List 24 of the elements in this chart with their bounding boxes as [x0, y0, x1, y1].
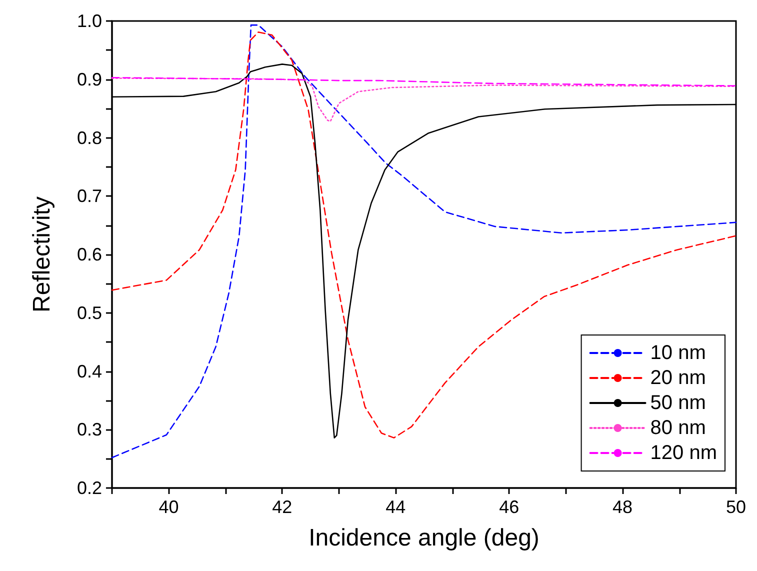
legend-label: 120 nm	[650, 442, 718, 464]
legend-label: 50 nm	[650, 392, 706, 414]
x-tick-label: 50	[726, 497, 746, 517]
y-tick-label: 0.2	[76, 478, 102, 498]
y-tick-label: 0.9	[76, 69, 102, 90]
y-tick-label: 0.6	[76, 244, 102, 264]
x-axis-title: Incidence angle (deg)	[308, 524, 540, 552]
y-tick-label: 0.5	[76, 302, 102, 323]
legend-label: 20 nm	[650, 367, 706, 389]
x-tick-label: 42	[272, 497, 292, 517]
legend-label: 80 nm	[650, 417, 706, 439]
y-tick-label: 0.8	[76, 128, 102, 148]
y-tick-label: 0.7	[76, 186, 102, 206]
line-series	[111, 78, 737, 122]
x-tick-label: 46	[499, 497, 520, 517]
y-tick-label: 0.3	[76, 420, 102, 440]
x-tick-label: 48	[612, 497, 633, 517]
line-series	[111, 76, 737, 86]
x-tick-label: 40	[158, 497, 179, 517]
y-axis-title: Reflectivity	[28, 196, 56, 313]
x-tick-label: 44	[386, 497, 406, 517]
y-tick-label: 1.0	[76, 11, 102, 31]
legend-label: 10 nm	[650, 342, 706, 364]
y-tick-label: 0.4	[76, 361, 102, 382]
